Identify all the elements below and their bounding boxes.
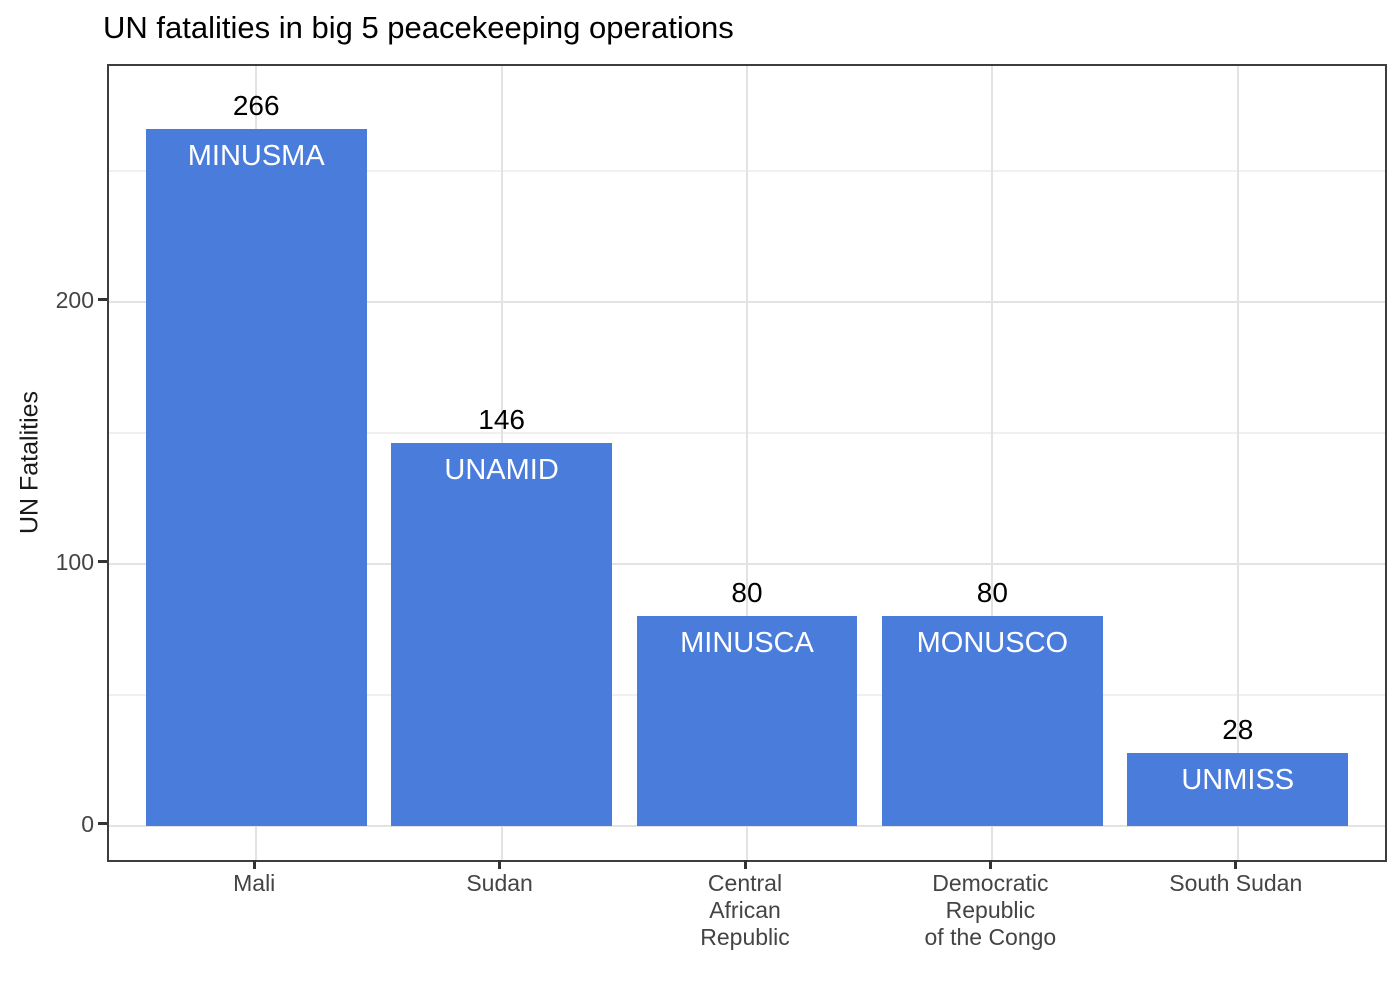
y-tick-mark-100: [98, 560, 107, 564]
y-tick-label-0: 0: [81, 810, 94, 837]
x-category-label-line: African: [709, 897, 781, 923]
x-category-label-line: of the Congo: [924, 924, 1057, 950]
x-category-label-line: South Sudan: [1169, 870, 1303, 896]
bar-minusma: [145, 128, 367, 826]
gridline-vertical-3: [746, 66, 748, 860]
x-tick-mark-5: [1234, 860, 1238, 869]
bar-unamid: [391, 443, 613, 826]
bar-monusco: [881, 616, 1103, 826]
x-category-label-line: Republic: [945, 897, 1036, 923]
x-category-label-5: South Sudan: [1096, 870, 1376, 897]
bar-mission-label-1: MINUSMA: [187, 139, 325, 172]
x-tick-mark-4: [988, 860, 992, 869]
y-tick-label-200: 200: [55, 286, 94, 313]
bar-value-label-1: 266: [232, 89, 280, 121]
x-tick-mark-1: [252, 860, 256, 869]
x-tick-mark-3: [743, 860, 747, 869]
chart-title: UN fatalities in big 5 peacekeeping oper…: [103, 10, 734, 45]
y-tick-mark-0: [98, 822, 107, 826]
bar-mission-label-3: MINUSCA: [680, 627, 814, 660]
bar-value-label-5: 28: [1222, 713, 1254, 745]
bar-mission-label-2: UNAMID: [444, 454, 559, 487]
x-category-label-line: Democratic: [932, 870, 1049, 896]
gridline-vertical-5: [1236, 66, 1239, 860]
y-axis-title: UN Fatalities: [15, 390, 44, 535]
x-category-label-line: Mali: [233, 870, 276, 896]
bar-value-label-3: 80: [731, 577, 763, 609]
bar-mission-label-5: UNMISS: [1181, 763, 1295, 796]
bar-value-label-2: 146: [478, 404, 525, 436]
bar-minusca: [636, 616, 858, 826]
x-category-label-1: Mali: [114, 870, 394, 897]
x-category-label-line: Central: [707, 870, 783, 896]
plot-panel: 266 MINUSMA 146 UNAMID 80 MINUSCA 80 MONUSCO 28 U…: [107, 64, 1387, 862]
bar-mission-label-4: MONUSCO: [916, 627, 1069, 660]
x-category-label-line: Republic: [700, 924, 790, 950]
y-tick-mark-200: [98, 298, 107, 302]
x-category-label-4: Democratic Republic of the Congo: [850, 870, 1130, 951]
bar-unmiss: [1127, 752, 1349, 826]
x-category-label-3: Central African Republic: [605, 870, 885, 951]
bar-value-label-4: 80: [976, 577, 1008, 609]
x-tick-mark-2: [498, 860, 502, 869]
y-tick-label-100: 100: [55, 548, 94, 575]
x-category-label-2: Sudan: [360, 870, 640, 897]
gridline-vertical-4: [991, 66, 994, 860]
x-category-label-line: Sudan: [466, 870, 533, 896]
